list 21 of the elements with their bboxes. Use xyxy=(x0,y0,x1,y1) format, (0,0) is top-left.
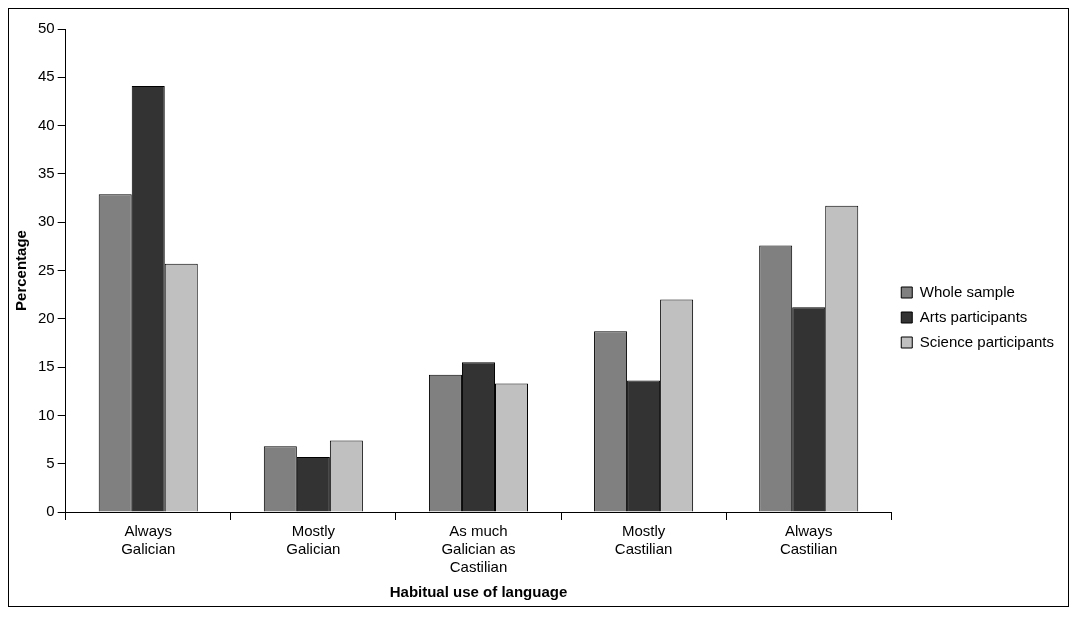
y-tick-label: 45 xyxy=(38,67,55,85)
x-tick-label: Mostly Castilian xyxy=(614,522,673,558)
y-tick-label: 25 xyxy=(38,260,55,278)
y-tick-label: 10 xyxy=(38,405,55,423)
x-tick-label: Always Castilian xyxy=(779,522,838,558)
y-tick-label: 35 xyxy=(38,164,55,182)
legend-label: Science participants xyxy=(919,332,1055,350)
x-tick-label: Always Galician xyxy=(121,522,176,558)
y-tick-label: 50 xyxy=(38,19,55,37)
y-axis-title: Percentage xyxy=(12,230,30,311)
y-tick-label: 15 xyxy=(38,357,55,375)
y-tick-label: 30 xyxy=(38,212,55,230)
y-tick-label: 20 xyxy=(38,308,55,326)
legend-label: Arts participants xyxy=(919,307,1028,325)
y-tick-label: 5 xyxy=(46,453,55,471)
y-tick-label: 0 xyxy=(46,502,55,520)
x-tick-label: Mostly Galician xyxy=(286,522,341,558)
x-axis-title: Habitual use of language xyxy=(389,583,568,601)
x-tick-label: As much Galician as Castilian xyxy=(441,522,516,576)
y-tick-label: 40 xyxy=(38,115,55,133)
legend-label: Whole sample xyxy=(919,282,1015,300)
